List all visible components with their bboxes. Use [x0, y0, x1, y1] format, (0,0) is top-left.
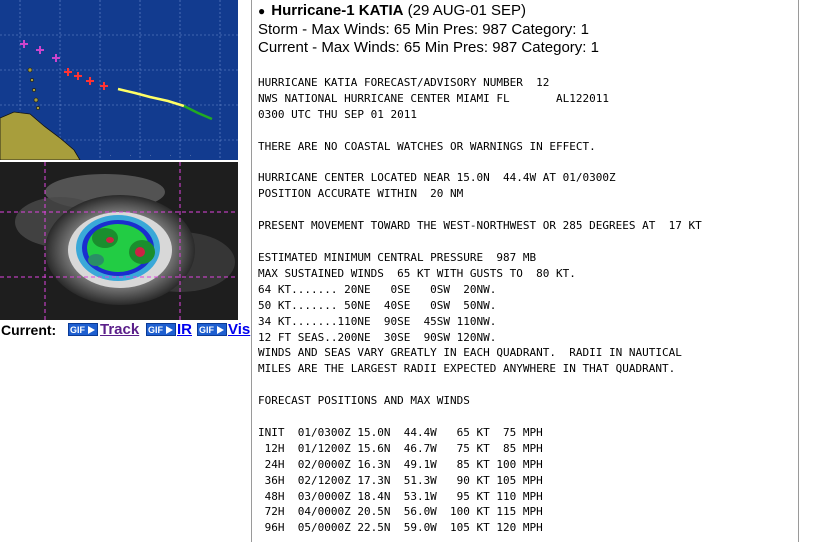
ir-link[interactable]: IR — [177, 321, 192, 338]
svg-text:·: · — [110, 153, 111, 158]
column-divider — [798, 0, 799, 542]
column-divider — [251, 0, 252, 542]
advisory-line: WINDS AND SEAS VARY GREATLY IN EACH QUAD… — [258, 346, 682, 360]
svg-text:·: · — [190, 153, 191, 158]
storm-name: Hurricane-1 KATIA — [271, 2, 404, 19]
forecast-track-line — [183, 104, 213, 121]
track-map-image[interactable]: · · · · · — [0, 0, 238, 160]
svg-text:·: · — [150, 153, 151, 158]
advisory-line: 36H 02/1200Z 17.3N 51.3W 90 KT 105 MPH — [258, 473, 543, 487]
left-panel: · · · · · Current: — [0, 0, 250, 542]
advisory-line: 0300 UTC THU SEP 01 2011 — [258, 107, 417, 121]
advisory-line: 64 KT....... 20NE 0SE 0SW 20NW. — [258, 282, 497, 296]
advisory-line: MAX SUSTAINED WINDS 65 KT WITH GUSTS TO … — [258, 266, 576, 280]
advisory-line: MILES ARE THE LARGEST RADII EXPECTED ANY… — [258, 362, 676, 376]
advisory-line: 12 FT SEAS..200NE 30SE 90SW 120NW. — [258, 330, 497, 344]
early-track-markers — [20, 40, 60, 62]
advisory-line: 96H 05/0000Z 22.5N 59.0W 105 KT 120 MPH — [258, 521, 543, 535]
svg-text:·: · — [170, 153, 171, 158]
advisory-line: 34 KT.......110NE 90SE 45SW 110NW. — [258, 314, 497, 328]
south-america-land — [0, 111, 81, 160]
gif-icon[interactable]: GIF — [197, 323, 227, 336]
advisory-line: 72H 04/0000Z 20.5N 56.0W 100 KT 115 MPH — [258, 505, 543, 519]
advisory-line: HURRICANE KATIA FORECAST/ADVISORY NUMBER… — [258, 76, 550, 89]
vis-link[interactable]: Vis — [228, 321, 251, 338]
advisory-line: ESTIMATED MINIMUM CENTRAL PRESSURE 987 M… — [258, 250, 537, 264]
storm-summary: Storm - Max Winds: 65 Min Pres: 987 Cate… — [258, 21, 589, 38]
advisory-line: 48H 03/0000Z 18.4N 53.1W 95 KT 110 MPH — [258, 489, 543, 503]
current-label: Current: — [1, 322, 57, 338]
advisory-line: HURRICANE CENTER LOCATED NEAR 15.0N 44.4… — [258, 171, 616, 185]
advisory-line: NWS NATIONAL HURRICANE CENTER MIAMI FL A… — [258, 91, 609, 105]
advisory-line: 50 KT....... 50NE 40SE 0SW 50NW. — [258, 298, 497, 312]
past-track-line — [117, 87, 185, 108]
advisory-text: HURRICANE KATIA FORECAST/ADVISORY NUMBER… — [258, 75, 702, 536]
advisory-line: 12H 01/1200Z 15.6N 46.7W 75 KT 85 MPH — [258, 441, 543, 455]
forecast-track-markers — [64, 68, 108, 90]
advisory-line: PRESENT MOVEMENT TOWARD THE WEST-NORTHWE… — [258, 219, 702, 233]
storm-title: ● Hurricane-1 KATIA (29 AUG-01 SEP) — [258, 2, 526, 19]
advisory-line: 24H 02/0000Z 16.3N 49.1W 85 KT 100 MPH — [258, 457, 543, 471]
advisory-line: POSITION ACCURATE WITHIN 20 NM — [258, 187, 464, 201]
bullet-icon: ● — [258, 4, 266, 18]
storm-dates: (29 AUG-01 SEP) — [407, 2, 527, 19]
advisory-line: THERE ARE NO COASTAL WATCHES OR WARNINGS… — [258, 139, 596, 153]
advisory-line: INIT 01/0300Z 15.0N 44.4W 65 KT 75 MPH — [258, 425, 543, 439]
svg-text:·: · — [130, 153, 131, 158]
advisory-panel: ● Hurricane-1 KATIA (29 AUG-01 SEP) Storm… — [258, 0, 798, 542]
gif-icon[interactable]: GIF — [146, 323, 176, 336]
advisory-line: FORECAST POSITIONS AND MAX WINDS — [258, 394, 470, 408]
satellite-ir-image[interactable] — [0, 162, 238, 320]
current-links-row: Current: GIF Track GIF IR GIF Vis — [0, 321, 252, 341]
track-link[interactable]: Track — [100, 321, 140, 338]
gif-icon[interactable]: GIF — [68, 323, 98, 336]
current-summary: Current - Max Winds: 65 Min Pres: 987 Ca… — [258, 39, 599, 56]
